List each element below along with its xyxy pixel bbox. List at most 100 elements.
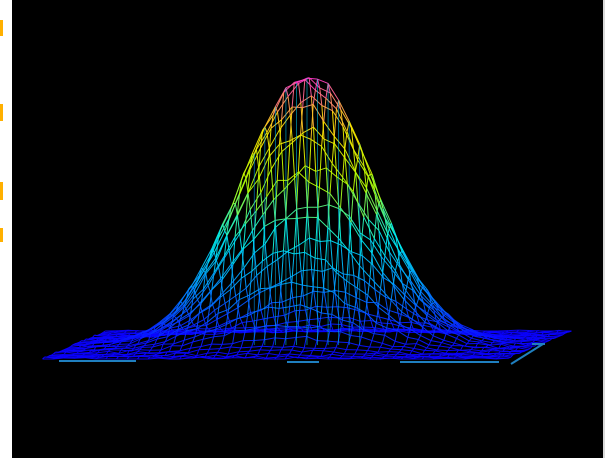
surface-mesh-line xyxy=(335,347,347,351)
surface-mesh-line xyxy=(224,330,235,337)
surface-mesh-line xyxy=(313,290,325,293)
surface-mesh-line xyxy=(254,252,258,276)
surface-mesh-line xyxy=(213,257,217,273)
surface-mesh-line xyxy=(255,355,267,359)
surface-mesh-line xyxy=(317,318,321,327)
surface-mesh-line xyxy=(257,288,261,311)
surface-mesh-line xyxy=(382,342,394,348)
surface-mesh-line xyxy=(167,305,179,318)
surface-mesh-line xyxy=(160,343,164,351)
surface-mesh-line xyxy=(247,167,260,194)
surface-mesh-line xyxy=(158,327,170,337)
surface-mesh-line xyxy=(329,356,340,359)
surface-mesh-line xyxy=(204,321,208,333)
surface-mesh-line xyxy=(453,338,457,344)
surface-mesh-line xyxy=(401,311,413,320)
surface-mesh-line xyxy=(261,339,265,347)
surface-mesh-line xyxy=(348,250,360,266)
surface-mesh-line xyxy=(247,294,251,317)
surface-mesh-line xyxy=(278,353,290,356)
surface-mesh-line xyxy=(458,332,462,336)
surface-mesh-line xyxy=(455,356,467,359)
surface-mesh-line xyxy=(200,289,204,304)
surface-mesh-line xyxy=(409,271,422,292)
surface-mesh-line xyxy=(299,351,303,356)
surface-mesh-line xyxy=(259,261,263,289)
surface-mesh-line xyxy=(359,321,363,328)
surface-mesh-line xyxy=(443,339,455,344)
surface-mesh-line xyxy=(318,316,329,320)
surface-mesh-line xyxy=(439,345,451,348)
surface-mesh-line xyxy=(230,179,243,209)
surface-mesh-line xyxy=(407,328,411,338)
surface-mesh-line xyxy=(323,98,327,122)
surface-mesh-line xyxy=(297,135,301,173)
surface-mesh-line xyxy=(283,250,295,255)
surface-mesh-line xyxy=(167,328,179,338)
surface-mesh-line xyxy=(228,194,240,220)
surface-mesh-line xyxy=(353,149,357,173)
surface-mesh-line xyxy=(293,218,297,254)
surface-mesh-line xyxy=(399,323,411,330)
surface-mesh-line xyxy=(315,89,327,99)
surface-mesh-line xyxy=(344,302,356,308)
surface-mesh-line xyxy=(357,287,369,296)
surface-mesh-line xyxy=(291,346,295,351)
surface-mesh-line xyxy=(367,349,379,353)
surface-mesh-line xyxy=(272,337,276,348)
surface-mesh-line xyxy=(309,237,321,242)
surface-mesh-line xyxy=(522,340,533,343)
surface-mesh-line xyxy=(165,317,177,326)
surface-mesh-line xyxy=(337,237,350,252)
surface-mesh-line xyxy=(350,127,355,150)
surface-mesh-line xyxy=(237,215,241,234)
surface-mesh-line xyxy=(259,345,263,351)
surface-mesh-line xyxy=(85,341,97,345)
surface-mesh-line xyxy=(458,324,470,331)
surface-mesh-line xyxy=(464,357,475,360)
surface-mesh-line xyxy=(146,338,158,344)
surface-mesh-line xyxy=(359,344,370,348)
surface-mesh-line xyxy=(190,346,202,349)
surface-mesh-line xyxy=(366,329,378,332)
surface-mesh-line xyxy=(312,349,324,352)
surface-mesh-line xyxy=(418,291,422,299)
surface-mesh-line xyxy=(181,341,193,347)
surface-mesh-line xyxy=(346,250,350,282)
surface-mesh-line xyxy=(321,146,333,164)
surface-mesh-line xyxy=(188,313,200,326)
surface-mesh-line xyxy=(429,322,441,330)
surface-mesh-line xyxy=(183,330,187,341)
surface-mesh-line xyxy=(378,306,390,316)
surface-mesh-line xyxy=(484,330,496,333)
surface-mesh-line xyxy=(268,287,272,308)
surface-mesh-line xyxy=(298,245,302,271)
surface-mesh-line xyxy=(192,338,204,343)
surface-mesh-line xyxy=(441,342,453,347)
surface-mesh-line xyxy=(539,337,550,341)
surface-mesh-line xyxy=(424,355,435,359)
surface-mesh-line xyxy=(238,294,250,301)
surface-mesh-line xyxy=(517,347,529,351)
surface-mesh-line xyxy=(281,281,292,285)
surface-mesh-line xyxy=(372,264,384,278)
surface-mesh-line xyxy=(228,351,239,355)
surface-mesh-line xyxy=(361,336,373,342)
surface-mesh-line xyxy=(181,305,185,315)
surface-mesh-line xyxy=(74,357,85,359)
surface-mesh-line xyxy=(218,266,222,279)
surface-mesh-line xyxy=(44,356,56,359)
surface-mesh-line xyxy=(311,269,315,292)
surface-mesh-line xyxy=(203,319,207,326)
surface-mesh-line xyxy=(488,344,499,349)
surface-mesh-line xyxy=(388,222,392,229)
surface-mesh-line xyxy=(181,298,194,315)
surface-mesh-line xyxy=(289,304,301,308)
surface-mesh-line xyxy=(378,199,382,204)
surface-mesh-line xyxy=(323,138,335,145)
surface-mesh-line xyxy=(553,337,557,339)
surface-mesh-line xyxy=(400,346,404,351)
surface-mesh-line xyxy=(59,354,71,357)
surface-mesh-line xyxy=(225,309,230,325)
surface-mesh-line xyxy=(352,171,356,192)
